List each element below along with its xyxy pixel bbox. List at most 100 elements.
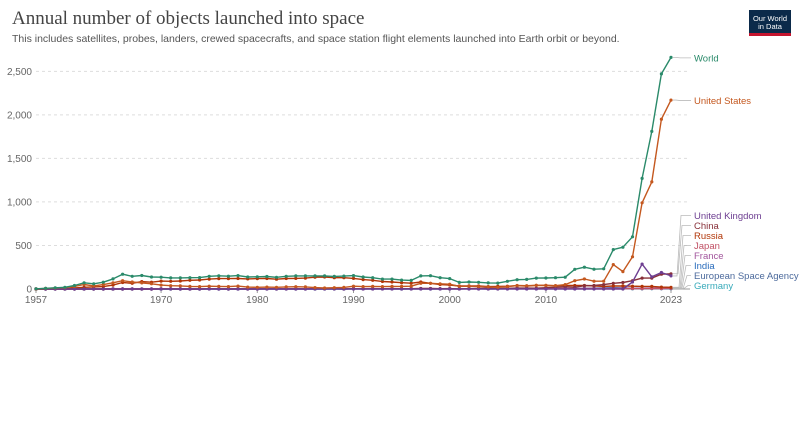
series-label: India [694, 261, 715, 272]
data-point [188, 284, 192, 288]
data-point [592, 279, 596, 283]
data-point [592, 267, 596, 271]
data-point [582, 265, 587, 269]
grid-lines [36, 70, 690, 290]
data-point [169, 284, 173, 288]
data-point [650, 284, 654, 288]
data-point [621, 280, 625, 285]
data-point [640, 262, 644, 266]
data-point [198, 276, 202, 280]
data-point [448, 277, 452, 281]
data-point [332, 286, 336, 290]
data-point [390, 280, 394, 284]
data-point [207, 287, 211, 291]
data-point [53, 286, 57, 290]
data-point [274, 285, 279, 289]
data-point [438, 282, 442, 286]
data-point [361, 278, 365, 282]
data-point [149, 275, 154, 279]
data-point [284, 285, 288, 289]
data-point [659, 117, 664, 121]
data-point [611, 281, 615, 285]
series-label: France [694, 251, 724, 262]
x-tick-label: 2000 [439, 295, 462, 306]
data-point [72, 287, 77, 291]
data-point [371, 276, 375, 280]
data-point [130, 280, 134, 284]
data-point [217, 284, 221, 288]
data-point [428, 274, 433, 278]
data-point [111, 287, 115, 291]
data-point [544, 276, 548, 280]
data-point [602, 283, 606, 287]
data-point [573, 287, 577, 291]
data-point [294, 287, 298, 291]
data-point [246, 285, 250, 289]
data-point [236, 284, 240, 288]
y-tick-label: 500 [15, 241, 32, 252]
x-tick-label: 1990 [342, 295, 365, 306]
data-point [92, 282, 96, 286]
data-point [419, 274, 423, 278]
data-point [515, 287, 519, 291]
data-point [207, 274, 211, 278]
data-point [534, 283, 538, 287]
data-point [400, 287, 404, 291]
data-point [169, 276, 173, 280]
data-point [188, 287, 192, 291]
data-point [361, 275, 365, 279]
data-point [409, 287, 413, 291]
data-point [111, 277, 115, 281]
data-point [188, 276, 192, 280]
data-point [303, 274, 307, 278]
series-label: United Kingdom [694, 211, 762, 222]
data-point [553, 284, 558, 288]
label-leader-line [673, 56, 691, 59]
data-point [159, 283, 163, 287]
data-point [380, 287, 384, 291]
data-point [400, 278, 404, 282]
chart-subtitle: This includes satellites, probes, lander… [12, 33, 620, 45]
data-point [448, 282, 452, 286]
logo-line-1: Our World [752, 13, 788, 23]
x-tick-label: 2010 [535, 295, 558, 306]
data-point [630, 284, 635, 288]
data-point [111, 283, 115, 287]
data-point [361, 285, 365, 289]
data-point [380, 285, 384, 289]
data-point [140, 281, 144, 285]
x-tick-label: 1957 [25, 295, 48, 306]
data-point [659, 285, 664, 289]
series-label: China [694, 221, 720, 232]
data-point [630, 280, 635, 284]
data-point [438, 287, 442, 291]
y-tick-label: 2,000 [7, 110, 32, 121]
data-point [351, 274, 356, 278]
data-point [428, 287, 433, 291]
data-point [505, 285, 509, 289]
label-leader-line [673, 235, 691, 288]
data-point [284, 276, 288, 281]
data-point [525, 284, 529, 288]
owid-logo[interactable]: Our World in Data [749, 10, 791, 36]
data-point [573, 267, 577, 271]
data-point [390, 284, 394, 288]
data-point [313, 286, 317, 290]
data-point [217, 274, 221, 278]
label-leader-line [673, 265, 691, 289]
data-point [169, 287, 173, 291]
data-point [130, 274, 134, 278]
data-point [313, 274, 317, 278]
data-point [563, 275, 567, 279]
data-point [236, 287, 240, 291]
data-point [592, 287, 596, 291]
data-point [323, 286, 327, 290]
y-tick-label: 2,500 [7, 67, 32, 78]
data-point [467, 284, 471, 288]
data-point [630, 255, 635, 259]
data-point [544, 287, 548, 291]
data-point [515, 283, 519, 288]
x-axis: 1957 1970 1980 1990 2000 2010 2023 [25, 288, 690, 306]
data-point [159, 287, 163, 291]
